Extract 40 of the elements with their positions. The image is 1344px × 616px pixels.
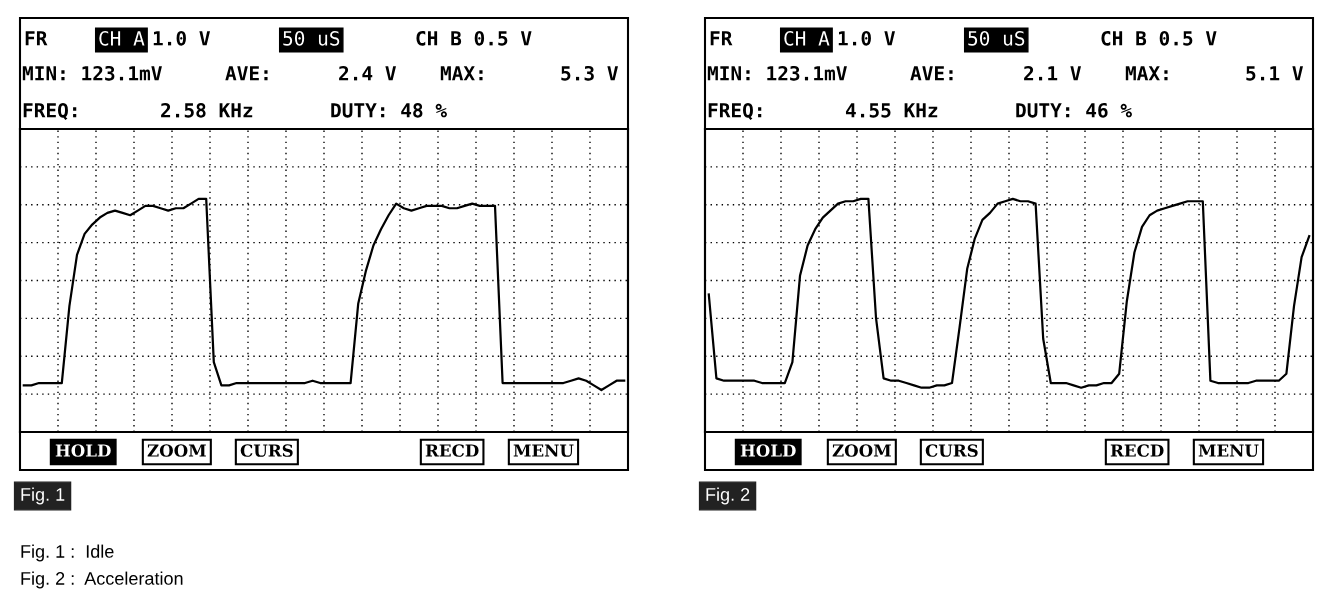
text: HOLD [55, 444, 111, 457]
text: ZOOM [832, 444, 891, 457]
text: 5.1 V [1246, 66, 1303, 81]
text: 2.1 V [1024, 65, 1081, 81]
text: RECD [1110, 444, 1164, 457]
text: AVE: [910, 66, 953, 81]
text: CURS [925, 444, 978, 457]
caption: Fig. 2 : Acceleration [21, 571, 183, 589]
text: FR [25, 31, 48, 46]
text: CH B 0.5 V [1101, 30, 1217, 46]
text: 2.4 V [339, 65, 396, 81]
text: RECD [425, 444, 479, 457]
text: HOLD [740, 444, 796, 457]
text: DUTY: 46 % [1016, 102, 1132, 118]
text: MAX: [1125, 66, 1168, 81]
text: FREQ: [23, 102, 77, 121]
text: DUTY: 48 % [331, 102, 447, 118]
text: CH A [99, 30, 145, 46]
text: 1.0 V [838, 30, 895, 46]
text: MIN: 123.1mV [22, 65, 162, 81]
text: CURS [240, 444, 293, 457]
text: ZOOM [147, 444, 206, 457]
text: MIN: 123.1mV [707, 65, 847, 81]
text: 1.0 V [153, 30, 210, 46]
text: FREQ: [708, 102, 762, 121]
caption: Fig. 1 : Idle [21, 544, 114, 562]
text: FR [710, 31, 733, 46]
text: 50 uS [283, 30, 340, 46]
text: 50 uS [968, 30, 1025, 46]
text: 5.3 V [561, 65, 618, 81]
text: MAX: [440, 66, 483, 81]
text: 4.55 KHz [845, 103, 938, 118]
caption: Fig. 2 [706, 487, 750, 505]
text: CH B 0.5 V [416, 30, 532, 46]
text: AVE: [225, 66, 268, 81]
caption: Fig. 1 [21, 487, 65, 505]
text: 2.58 KHz [161, 102, 253, 118]
text: CH A [784, 30, 830, 46]
text: MENU [513, 444, 574, 457]
text: MENU [1198, 444, 1259, 457]
